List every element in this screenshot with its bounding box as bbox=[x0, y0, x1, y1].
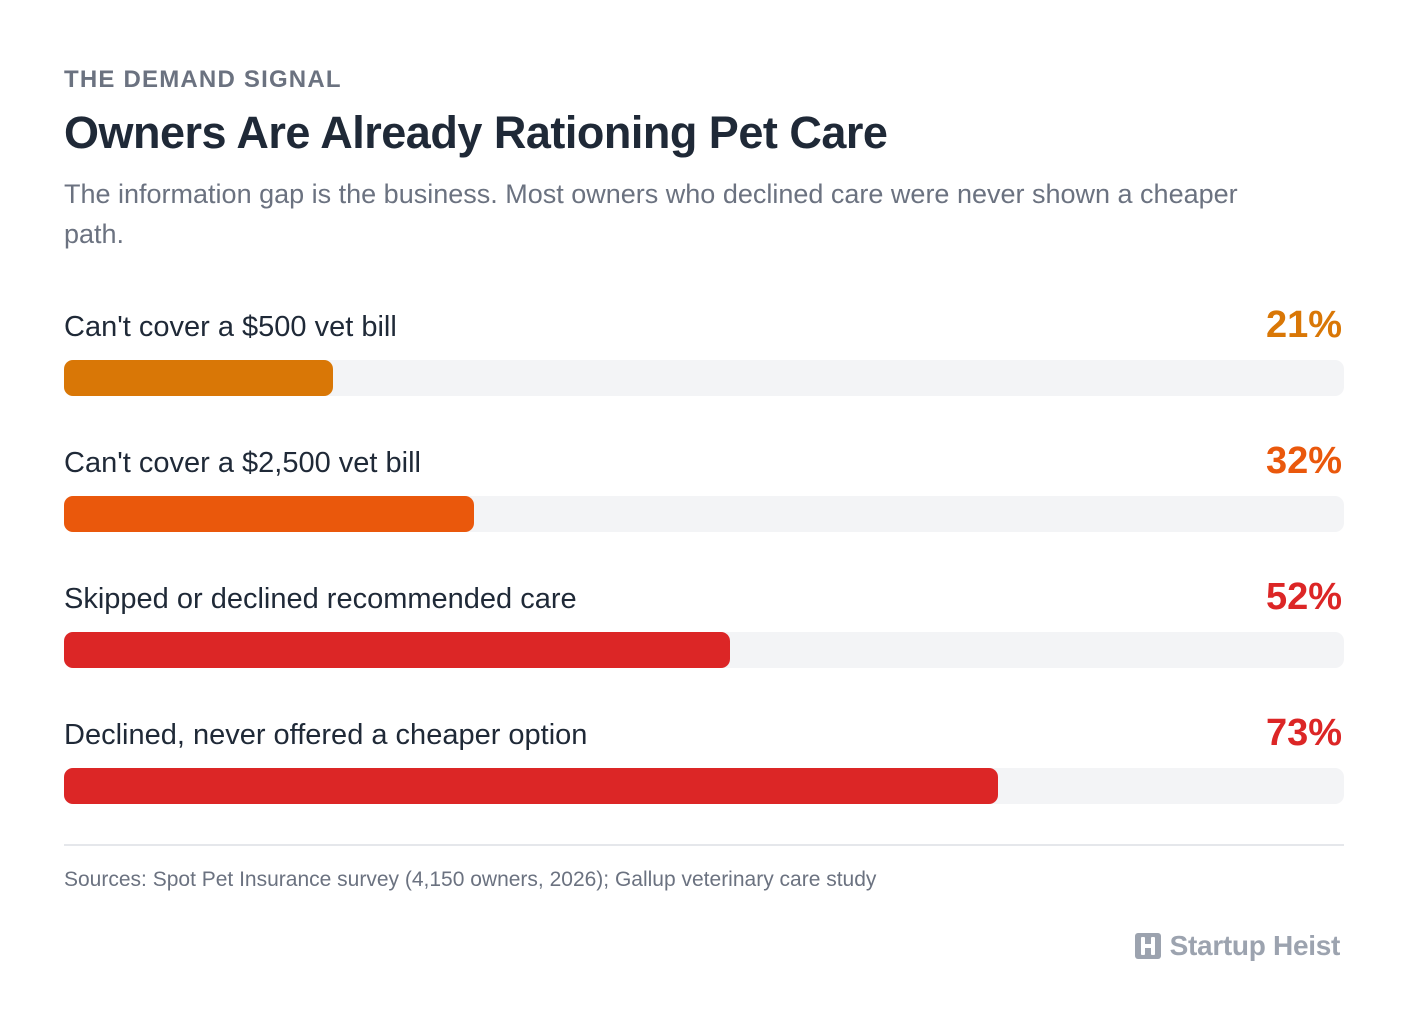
bar-rows: Can't cover a $500 vet bill 21% Can't cove… bbox=[64, 300, 1344, 844]
bar-value-label: 73% bbox=[1265, 712, 1342, 754]
source-note: Sources: Spot Pet Insurance survey (4,15… bbox=[64, 868, 877, 891]
bar-row: Skipped or declined recommended care 52% bbox=[64, 572, 1344, 708]
bar-value-label: 32% bbox=[1265, 440, 1342, 482]
building-logo-icon bbox=[1134, 933, 1161, 959]
bar-fill bbox=[64, 496, 474, 532]
bar-fill bbox=[64, 632, 730, 668]
bar-track bbox=[64, 632, 1344, 668]
bar-track bbox=[64, 768, 1344, 804]
bar-category-label: Declined, never offered a cheaper option bbox=[64, 719, 588, 751]
eyebrow-label: THE DEMAND SIGNAL bbox=[64, 66, 342, 93]
chart-card: THE DEMAND SIGNAL Owners Are Already Rat… bbox=[64, 0, 1344, 1032]
chart-title: Owners Are Already Rationing Pet Care bbox=[64, 107, 888, 158]
bar-value-label: 21% bbox=[1265, 304, 1342, 346]
bar-fill bbox=[64, 360, 333, 396]
divider bbox=[64, 844, 1344, 846]
bar-fill bbox=[64, 768, 999, 804]
bar-row: Declined, never offered a cheaper option… bbox=[64, 708, 1344, 844]
bar-category-label: Can't cover a $2,500 vet bill bbox=[64, 447, 421, 479]
bar-category-label: Skipped or declined recommended care bbox=[64, 583, 577, 615]
bar-value-label: 52% bbox=[1265, 576, 1342, 618]
bar-track bbox=[64, 496, 1344, 532]
brand-name: Startup Heist bbox=[1169, 930, 1341, 961]
bar-category-label: Can't cover a $500 vet bill bbox=[64, 311, 397, 343]
bar-row: Can't cover a $2,500 vet bill 32% bbox=[64, 436, 1344, 572]
bar-track bbox=[64, 360, 1344, 396]
brand-logo: Startup Heist bbox=[1134, 928, 1341, 964]
bar-row: Can't cover a $500 vet bill 21% bbox=[64, 300, 1344, 436]
chart-subtitle: The information gap is the business. Mos… bbox=[64, 179, 1238, 249]
